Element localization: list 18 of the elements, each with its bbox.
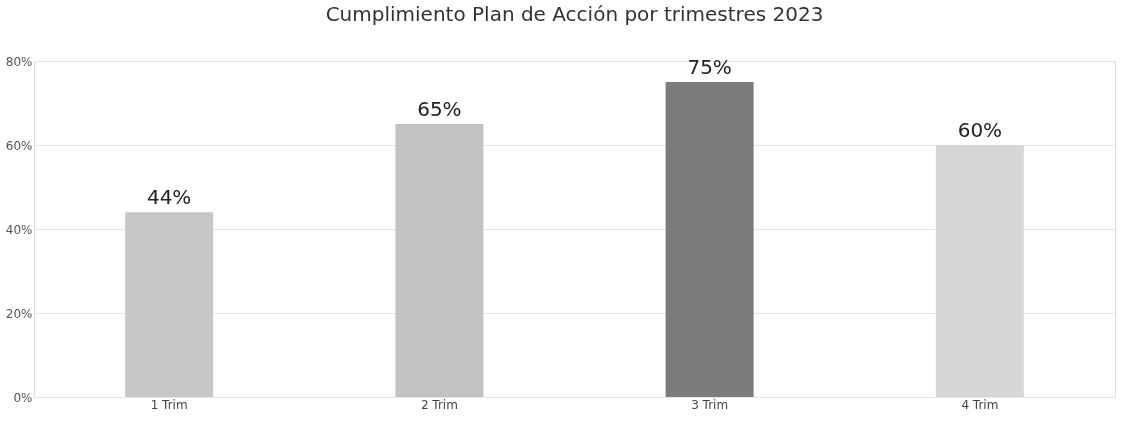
x-tick-label: 4 Trim bbox=[961, 397, 999, 412]
y-tick-label: 20% bbox=[5, 306, 33, 321]
x-tick-label: 1 Trim bbox=[150, 397, 188, 412]
data-label: 60% bbox=[957, 118, 1003, 142]
data-label: 75% bbox=[687, 55, 732, 79]
x-tick-label: 3 Trim bbox=[691, 397, 729, 412]
data-label: 65% bbox=[417, 97, 462, 121]
bar bbox=[125, 212, 214, 397]
y-tick-label: 40% bbox=[5, 222, 33, 237]
data-label: 44% bbox=[146, 185, 192, 210]
bar bbox=[935, 145, 1024, 397]
y-tick-label: 0% bbox=[13, 390, 33, 405]
x-tick-label: 2 Trim bbox=[420, 397, 458, 412]
bar bbox=[395, 124, 484, 397]
chart-title: Cumplimiento Plan de Acción por trimestres 2023 bbox=[325, 2, 824, 26]
y-tick-label: 60% bbox=[5, 138, 33, 153]
bar bbox=[665, 82, 754, 397]
y-tick-label: 80% bbox=[5, 54, 33, 69]
